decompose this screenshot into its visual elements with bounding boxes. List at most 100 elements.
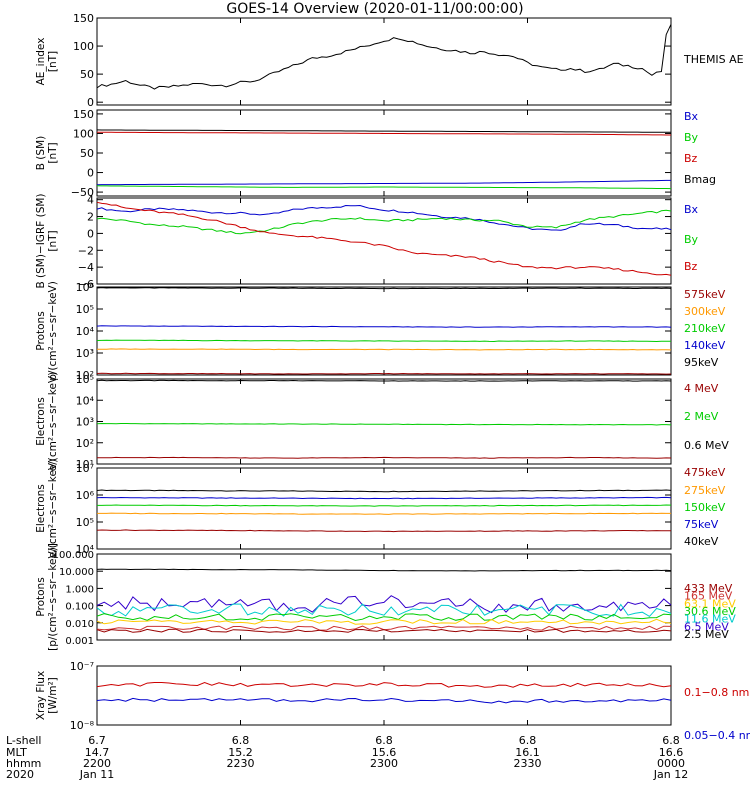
y-tick-label: 10⁴ (76, 394, 95, 407)
series-line-30-6-mev (96, 613, 672, 622)
series-line-bx (96, 179, 671, 186)
panel-frame (96, 665, 672, 726)
legend-label: 275keV (684, 484, 726, 497)
y-tick-label: 2 (87, 211, 94, 224)
legend-label: Bmag (684, 173, 716, 186)
y-tick-label: 50 (80, 147, 94, 160)
legend-label: Bx (684, 110, 699, 123)
legend-label: 140keV (684, 339, 726, 352)
panel-frame (96, 17, 672, 106)
x-tick-label: 16.6 (659, 746, 684, 759)
series-line-11-6-mev (96, 603, 672, 618)
legend-label: THEMIS AE (683, 53, 744, 66)
y-tick-label: 10⁶ (76, 489, 95, 502)
y-tick-label: −6 (78, 278, 94, 291)
panel-b-sm: −50 0 50 100 150 B (SM) [nT] Bx By Bz Bmag (35, 108, 716, 199)
legend-label: Bz (684, 260, 698, 273)
y-tick-label: 10.000 (59, 567, 94, 578)
legend-label: 2.5 MeV (684, 628, 729, 641)
y-tick-label: 10⁻⁸ (70, 719, 95, 732)
y-tick-label: 10⁻⁷ (70, 660, 94, 673)
legend-label: 6.5 MeV (684, 620, 729, 633)
legend-label: By (684, 131, 699, 144)
panel-frame (96, 467, 672, 550)
y-axis-label: B (SM)−IGRF (SM) (35, 193, 47, 288)
y-tick-label: 50 (80, 68, 94, 81)
y-axis-label: [nT] (47, 230, 59, 251)
y-tick-label: 0 (87, 96, 94, 109)
series-line-75kev (96, 496, 672, 500)
y-tick-label: 10⁷ (76, 462, 94, 475)
legend-label: 475keV (684, 466, 726, 479)
x-tick-label: 2230 (227, 757, 255, 770)
x-tick-label: 6.8 (519, 734, 537, 747)
series-line-210kev (96, 339, 671, 343)
y-tick-label: 10¹ (76, 458, 94, 471)
panel-protons-mag: 10² 10³ 10⁴ 10⁵ 10⁶ Protons p/(cm²−s−sr−keV) 57… (35, 281, 726, 382)
legend-label: 11.6 MeV (684, 613, 736, 626)
legend-label: 30.6 MeV (684, 605, 736, 618)
y-tick-label: 10⁶ (76, 281, 95, 294)
x-tick-label: 15.6 (372, 746, 397, 759)
y-tick-label: 100 (73, 127, 94, 140)
y-axis-label: e/(cm²−s−sr−keV) (47, 372, 59, 471)
x-row-label: 2020 (6, 768, 34, 781)
legend-label: 2 MeV (684, 410, 719, 423)
x-tick-label: 2200 (83, 757, 111, 770)
y-axis-label: [nT] (47, 51, 59, 72)
series-line-by (96, 209, 672, 235)
y-axis-label: [nT] (47, 142, 59, 163)
y-tick-label: 10³ (76, 347, 94, 360)
series-line-575kev (96, 372, 672, 375)
x-tick-label: 2330 (514, 757, 542, 770)
y-tick-label: 0 (87, 227, 94, 240)
y-tick-label: 0.010 (65, 619, 94, 630)
series-line-150kev (97, 504, 672, 507)
y-tick-label: 10⁵ (76, 373, 94, 386)
y-tick-label: 10⁵ (76, 303, 94, 316)
legend-label: 210keV (684, 322, 726, 335)
series-line-40kev (96, 489, 672, 493)
x-tick-label: Jan 11 (79, 768, 114, 781)
page-title: GOES-14 Overview (2020-01-11/00:00:00) (226, 1, 524, 17)
series-line-bmag (96, 129, 671, 133)
x-tick-label: Jan 12 (653, 768, 688, 781)
x-tick-label: 15.2 (228, 746, 253, 759)
series-line-bx (96, 204, 672, 231)
series-line-by (96, 185, 672, 190)
series-line-2-5-mev (96, 568, 672, 572)
legend-label: 63.1 MeV (684, 597, 736, 610)
x-row-label: hhmm (6, 757, 41, 770)
series-line-300kev (97, 348, 672, 351)
y-tick-label: 100.000 (53, 550, 94, 561)
y-axis-label: p/(cm²−s−sr−keV) (47, 281, 59, 381)
y-axis-label: Protons (35, 311, 47, 350)
y-axis-label: [p/(cm²−s−sr−keV)] (47, 543, 59, 651)
y-tick-label: 0 (87, 167, 94, 180)
panel-ae: 0 50 100 150 AE_index [nT] THEMIS AE (35, 12, 744, 109)
series-line-63-1-mev (96, 618, 672, 625)
y-tick-label: 150 (73, 12, 94, 25)
y-tick-label: 150 (73, 108, 94, 121)
series-line-140kev (96, 325, 672, 328)
panel-protons-hi: 0.001 0.010 0.100 1.000 10.000 100.000 Protons… (35, 543, 736, 651)
panel-electrons-lo: 10⁴ 10⁵ 10⁶ 10⁷ Electrons e/(cm²−s−sr−keV) 475… (35, 459, 726, 558)
legend-label: 0.1−0.8 nm (684, 686, 749, 699)
y-tick-label: 4 (87, 194, 94, 207)
y-tick-label: 10³ (76, 416, 94, 429)
series-line-bz (97, 131, 671, 136)
y-axis-label: AE_index (35, 38, 47, 86)
series-line-433-mev (96, 628, 672, 633)
panel-b-igrf: −6 −4 −2 0 2 4 B (SM)−IGRF (SM) [nT] Bx By Bz (35, 193, 699, 291)
y-axis-label: e/(cm²−s−sr−keV) (47, 459, 59, 558)
x-tick-label: 6.8 (232, 734, 250, 747)
legend-label: By (684, 233, 699, 246)
x-tick-label: 0000 (657, 757, 685, 770)
series-line-0-6-mev (96, 379, 672, 382)
legend-label: 95keV (684, 356, 719, 369)
y-axis-label: B (SM) (35, 136, 47, 170)
legend-label: 0.05−0.4 nm (684, 729, 750, 742)
y-tick-label: −50 (71, 186, 94, 199)
series-line-4-mev (97, 456, 672, 459)
